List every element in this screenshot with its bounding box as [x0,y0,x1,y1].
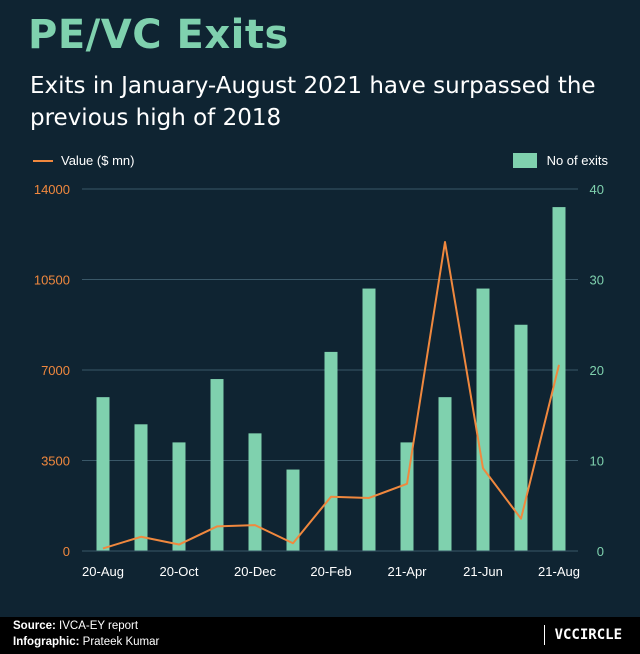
legend-bar-swatch [512,153,537,168]
left-axis-tick-label: 7000 [41,363,70,378]
right-axis-tick-label: 30 [590,273,604,288]
bar-exits-20-Feb [324,351,338,551]
legend-value-label: Value ($ mn) [61,153,135,168]
left-axis-tick-label: 10500 [34,273,70,288]
source-label: Source: [13,620,56,632]
bar-exits-21-Jul [514,324,528,551]
chart-subtitle: Exits in January-August 2021 have surpas… [30,73,596,131]
bar-exits-21-Mar [362,288,376,551]
right-axis-tick-label: 40 [590,182,604,197]
x-axis-tick-label: 20-Aug [82,564,124,579]
left-axis-tick-label: 14000 [34,182,70,197]
source-value: IVCA-EY report [59,620,139,632]
footer: Source: IVCA-EY report Infographic: Prat… [0,617,640,654]
source-line: Source: IVCA-EY report [13,620,138,632]
right-axis-tick-label: 10 [590,454,604,469]
bar-exits-21-Apr [400,442,414,551]
chart-title: PE/VC Exits [28,12,289,58]
bar-exits-21-Jan [286,469,300,551]
infographic-value: Prateek Kumar [82,636,160,648]
x-axis-tick-label: 21-Aug [538,564,580,579]
brand-divider [543,625,545,645]
combo-chart: 0 3500 7000 10500 14000 0 10 20 30 40 20-Aug 20-Oct… [34,182,604,579]
legend-exits: No of exits [512,153,608,168]
legend-exits-label: No of exits [546,153,608,168]
brand-logo: VCCIRCLE [543,625,622,645]
infographic-label: Infographic: [13,636,80,648]
bar-exits-21-Jun [476,288,490,551]
left-axis-tick-label: 0 [63,544,70,559]
infographic-line: Infographic: Prateek Kumar [13,636,159,648]
x-axis-tick-label: 20-Feb [310,564,351,579]
left-axis-tick-label: 3500 [41,454,70,469]
bar-exits-20-Dec [248,433,262,551]
bar-exits-20-Sep [134,424,148,551]
bar-exits-20-Oct [172,442,186,551]
legend-line-swatch [33,159,53,162]
bar-exits-21-Aug [552,207,566,551]
brand-name: VCCIRCLE [554,627,622,643]
bar-exits-20-Nov [210,379,224,551]
right-axis-tick-label: 20 [590,363,604,378]
right-axis-tick-label: 0 [597,544,604,559]
x-axis-tick-label: 20-Dec [234,564,276,579]
bar-exits-20-Aug [96,397,110,551]
x-axis-tick-label: 21-Jun [463,564,503,579]
legend-value: Value ($ mn) [33,153,134,168]
bar-exits-21-May [438,397,452,551]
x-axis-tick-label: 20-Oct [159,564,198,579]
x-axis-tick-label: 21-Apr [387,564,427,579]
